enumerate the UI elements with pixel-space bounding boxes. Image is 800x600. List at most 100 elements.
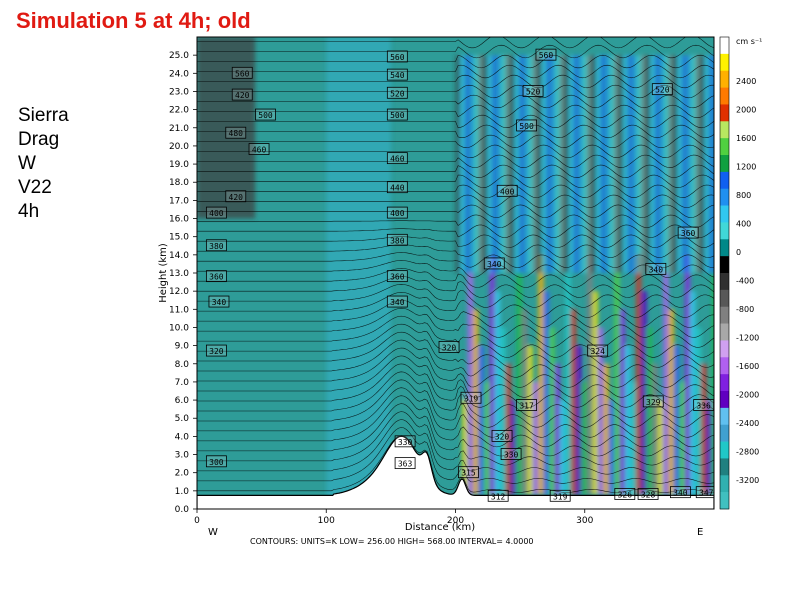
svg-text:500: 500: [519, 122, 534, 131]
upper-band: [455, 55, 461, 274]
colorbar-level-label: -400: [736, 277, 754, 286]
page-title: Simulation 5 at 4h; old: [16, 8, 251, 33]
y-tick-label: 14.0: [169, 251, 189, 261]
upper-band: [690, 55, 696, 274]
contour-label: 560: [535, 48, 557, 61]
contour-label: 329: [642, 395, 664, 408]
isentrope-line: [197, 276, 714, 298]
y-tick-label: 19.0: [169, 160, 189, 170]
isentrope-line: [197, 363, 714, 408]
colorbar-level-label: 2000: [736, 106, 756, 115]
isentrope-line: [197, 194, 714, 208]
svg-text:340: 340: [212, 298, 227, 307]
side-label-variable: W: [18, 153, 36, 174]
contour-label: 330: [394, 435, 416, 448]
upper-band: [541, 55, 547, 274]
contour-label: 340: [669, 486, 691, 499]
isentrope-line: [197, 74, 714, 89]
svg-text:520: 520: [526, 87, 541, 96]
colorbar-swatch: [720, 289, 729, 308]
svg-text:320: 320: [209, 347, 224, 356]
svg-text:440: 440: [390, 184, 405, 193]
wave-band: [603, 363, 610, 495]
isentrope-line: [197, 114, 714, 129]
wave-band: [635, 254, 642, 495]
contour-label: 360: [205, 270, 227, 283]
svg-text:340: 340: [487, 260, 502, 269]
svg-text:360: 360: [209, 273, 224, 282]
wave-band: [695, 327, 702, 495]
upper-band: [663, 55, 669, 274]
wave-band: [581, 381, 588, 495]
contour-label: 340: [645, 262, 667, 275]
x-end-label-west: W: [208, 527, 218, 538]
colorbar-swatch: [720, 424, 729, 442]
colorbar-level-label: -2000: [736, 391, 759, 400]
svg-text:329: 329: [646, 398, 661, 407]
upper-band: [622, 55, 628, 274]
wave-band: [559, 400, 566, 495]
colorbar-swatch: [720, 273, 729, 291]
svg-text:520: 520: [390, 89, 405, 98]
svg-text:330: 330: [504, 451, 519, 460]
svg-text:560: 560: [235, 69, 250, 78]
wave-band: [630, 381, 637, 495]
side-label-wind: V22: [18, 177, 52, 198]
wave-band: [689, 291, 696, 495]
side-label-terrain: Sierra: [18, 105, 69, 126]
upper-band: [464, 55, 470, 274]
svg-text:520: 520: [655, 86, 670, 95]
light-region: [326, 37, 391, 509]
y-tick-label: 24.0: [169, 69, 189, 79]
colorbar-level-label: -1600: [736, 362, 759, 371]
wave-band: [624, 345, 631, 495]
upper-band: [631, 55, 637, 274]
isentrope-line: [197, 234, 714, 248]
contour-label: 520: [651, 83, 673, 96]
isentrope-line: [197, 331, 714, 368]
svg-text:324: 324: [590, 347, 605, 356]
contour-label: 340: [386, 295, 408, 308]
upper-band: [654, 55, 660, 274]
colorbar-swatch: [720, 475, 729, 493]
wave-band: [662, 273, 669, 495]
isentrope-line: [197, 64, 714, 79]
upper-band: [609, 55, 615, 274]
wave-band: [608, 400, 615, 495]
contour-label: 380: [205, 239, 227, 252]
y-tick-label: 22.0: [169, 106, 189, 116]
upper-band: [645, 55, 651, 274]
upper-band: [555, 55, 561, 274]
y-tick-label: 9.0: [175, 342, 190, 352]
contour-label: 320: [491, 429, 513, 442]
upper-band: [708, 55, 714, 274]
isentrope-line: [197, 184, 714, 198]
wave-band: [613, 273, 620, 495]
isentrope-line: [197, 124, 714, 139]
upper-band: [509, 55, 515, 274]
wave-band: [499, 327, 506, 495]
wave-band: [537, 254, 544, 495]
contour-label: 500: [255, 108, 276, 121]
upper-band: [518, 55, 524, 274]
upper-band: [672, 55, 678, 274]
contour-label: 420: [225, 190, 247, 203]
upper-band: [595, 55, 601, 274]
contour-label: 319: [460, 391, 482, 404]
wave-band: [472, 309, 479, 495]
svg-text:315: 315: [461, 469, 476, 478]
wave-band: [565, 273, 572, 495]
contour-label: 380: [386, 233, 408, 246]
upper-band: [659, 55, 665, 274]
contour-label: 315: [458, 466, 479, 479]
y-tick-label: 4.0: [175, 432, 190, 442]
svg-text:340: 340: [673, 489, 688, 498]
isentrope-line: [197, 395, 714, 448]
y-tick-label: 23.0: [169, 87, 189, 97]
x-axis: 0 100 200 300: [194, 509, 594, 526]
colorbar-swatch: [720, 323, 729, 341]
colorbar-swatch: [720, 340, 729, 358]
isentrope-line: [197, 339, 714, 378]
upper-band: [613, 55, 619, 274]
colorbar-swatch: [720, 374, 729, 392]
